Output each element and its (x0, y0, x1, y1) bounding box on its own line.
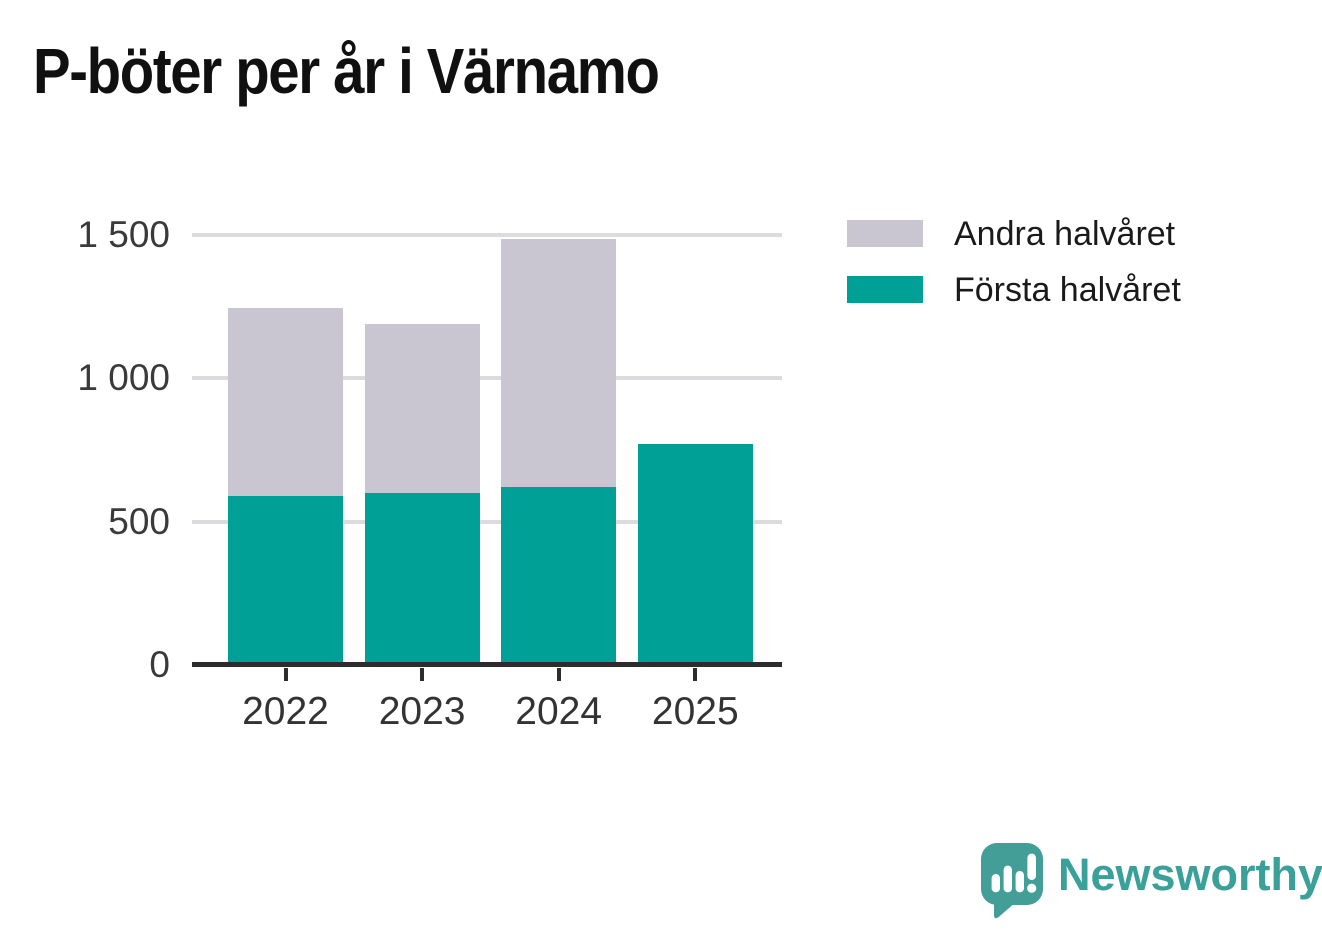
newsworthy-logo-text: Newsworthy (1058, 849, 1322, 900)
x-axis: 2022 2023 2024 2025 (192, 690, 782, 734)
bar-segment-2022 (228, 495, 343, 665)
newsworthy-logo: Newsworthy (981, 843, 1322, 919)
y-tick-label: 0 (149, 644, 170, 685)
gridline-500 (192, 519, 782, 524)
legend-swatch-forsta-halvaret (847, 276, 923, 303)
y-axis: 0 500 1 000 1 500 (0, 214, 170, 685)
legend-label-forsta-halvaret: Första halvåret (954, 270, 1181, 309)
x-tick-label: 2025 (651, 690, 739, 733)
x-tick-mark (556, 668, 561, 681)
bar-segment-2023 (364, 493, 480, 665)
legend-swatch-andra-halvaret (847, 220, 923, 247)
page-title: P-böter per år i Värnamo (33, 35, 660, 107)
legend-item-forsta-halvaret: Första halvåret (847, 273, 1181, 307)
y-tick-label: 1 500 (77, 214, 170, 255)
bar-segment-2025 (637, 444, 753, 665)
gridline-1000 (192, 376, 782, 381)
legend-label-andra-halvaret: Andra halvåret (954, 214, 1176, 253)
legend: Andra halvåret Första halvåret (847, 217, 1181, 332)
legend-item-andra-halvaret: Andra halvåret (847, 217, 1181, 251)
gridline-1500 (192, 233, 782, 237)
x-tick-mark (283, 668, 288, 681)
bar-segment-2023 (364, 323, 480, 493)
y-tick-label: 1 000 (77, 357, 170, 399)
bar-segment-2022 (228, 308, 343, 496)
speech-bubble-bar-chart-icon (981, 843, 1043, 919)
y-tick-label: 500 (108, 500, 170, 542)
bar-segment-2024 (501, 239, 617, 488)
plot-area (192, 233, 782, 681)
x-tick-mark (420, 668, 425, 681)
bar-segment-2024 (501, 487, 617, 665)
x-axis-line (192, 662, 782, 667)
x-tick-label: 2024 (515, 690, 603, 733)
x-tick-mark (693, 668, 698, 681)
x-tick-label: 2023 (378, 690, 466, 733)
x-tick-label: 2022 (242, 690, 329, 733)
